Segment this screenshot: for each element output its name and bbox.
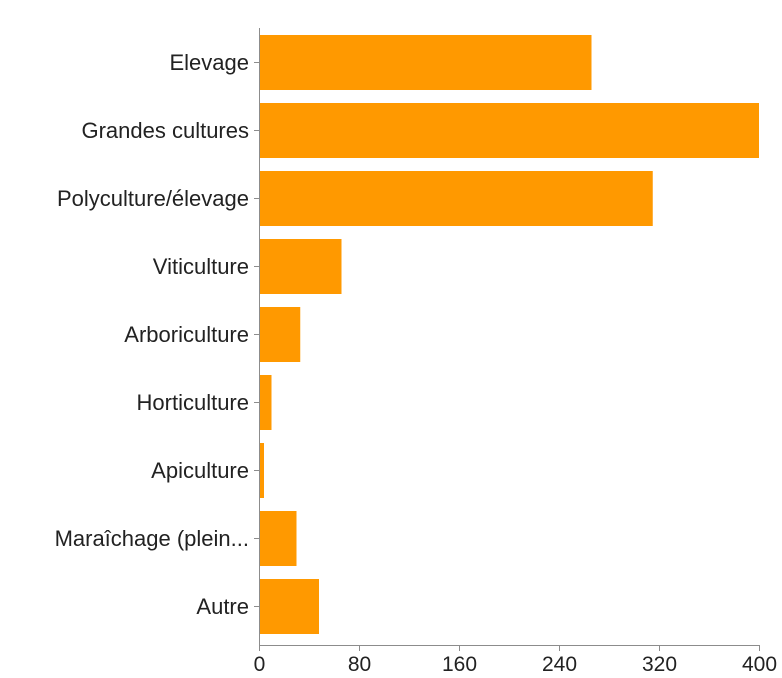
axes-group (254, 28, 760, 651)
category-label-6: Apiculture (151, 458, 249, 483)
bar-4 (259, 307, 301, 362)
bar-3 (259, 239, 342, 294)
x-tick-label-5: 400 (742, 653, 777, 676)
bar-5 (259, 375, 272, 430)
x-tick-label-2: 160 (442, 653, 477, 676)
x-tick-label-3: 240 (542, 653, 577, 676)
category-label-1: Grandes cultures (81, 118, 249, 143)
bars-group (259, 35, 759, 634)
category-label-5: Horticulture (137, 390, 249, 415)
labels-group: Elevage Grandes cultures Polyculture/éleva… (55, 50, 777, 676)
bar-0 (259, 35, 592, 90)
category-label-8: Autre (196, 594, 249, 619)
x-tick-label-4: 320 (642, 653, 677, 676)
category-label-7: Maraîchage (plein... (55, 526, 249, 551)
category-label-3: Viticulture (153, 254, 249, 279)
bar-2 (259, 171, 653, 226)
x-tick-label-0: 0 (254, 653, 266, 676)
bar-6 (259, 443, 264, 498)
x-tick-label-1: 80 (348, 653, 371, 676)
category-label-2: Polyculture/élevage (57, 186, 249, 211)
category-label-4: Arboriculture (124, 322, 249, 347)
category-label-0: Elevage (169, 50, 249, 75)
bar-1 (259, 103, 759, 158)
bar-7 (259, 511, 297, 566)
bar-8 (259, 579, 319, 634)
